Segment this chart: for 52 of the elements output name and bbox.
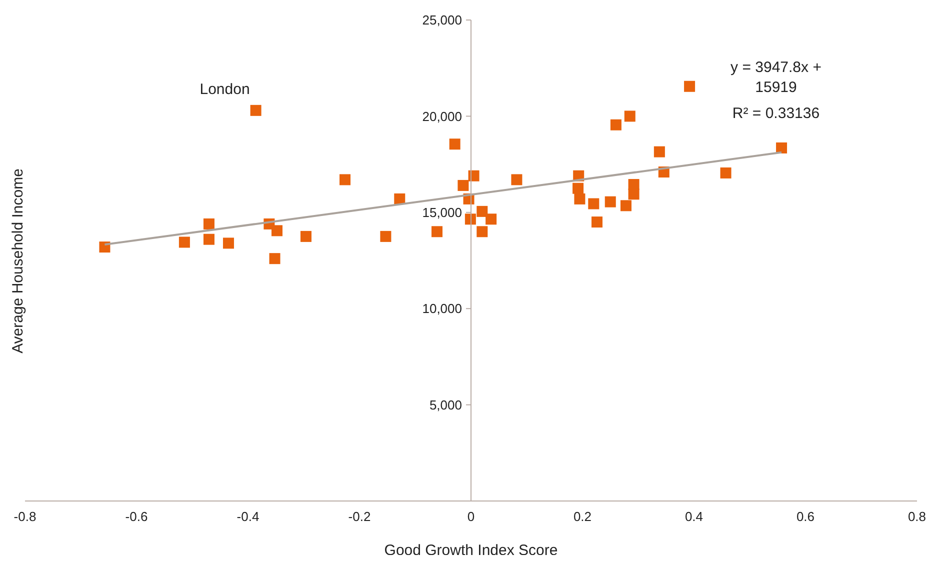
point (604, 196, 616, 208)
point (511, 174, 522, 186)
point (340, 174, 351, 186)
point (449, 138, 460, 150)
point (776, 142, 788, 154)
y-tick-label: 20,000 (422, 108, 462, 124)
point (380, 230, 392, 242)
point (588, 198, 600, 210)
x-tick-label: -0.4 (236, 509, 260, 524)
point (271, 225, 282, 236)
y-tick-label: 5,000 (429, 397, 462, 412)
point (591, 216, 602, 228)
point (222, 238, 234, 249)
point (486, 214, 497, 225)
point (269, 253, 280, 264)
point (300, 230, 312, 242)
y-tick-label: 15,000 (422, 204, 462, 220)
point (250, 104, 262, 116)
annotation: y = 3947.8x + 15919 (730, 58, 822, 98)
x-tick-label: 0 (467, 509, 475, 524)
x-tick-label: 0.2 (573, 509, 592, 524)
annotation: R² = 0.33136 (731, 104, 821, 124)
point (624, 110, 636, 122)
x-tick-label: -0.6 (125, 509, 148, 524)
point (610, 119, 622, 130)
point (203, 218, 214, 230)
point (431, 226, 442, 238)
x-tick-label: 0.6 (796, 509, 815, 524)
x-tick-label: 0.8 (908, 509, 926, 524)
point (620, 200, 632, 212)
x-tick-label: -0.2 (348, 509, 371, 524)
point (574, 193, 586, 204)
x-tick-label: 0.4 (684, 509, 704, 524)
y-axis-title: Average Household Income (10, 168, 26, 353)
point (178, 236, 190, 248)
point (684, 80, 696, 92)
x-axis-title: Good Growth Index Score (384, 542, 558, 559)
point (468, 170, 480, 182)
point (458, 180, 469, 191)
annotation: London (200, 81, 250, 98)
point (628, 188, 640, 200)
point (654, 146, 665, 158)
point (572, 182, 584, 194)
point (464, 214, 476, 225)
point (476, 226, 488, 238)
point (99, 242, 110, 253)
y-tick-label: 10,000 (422, 301, 462, 316)
point (476, 206, 488, 217)
x-tick-label: -0.8 (14, 509, 36, 524)
point (720, 167, 732, 178)
point (203, 234, 214, 245)
y-tick-label: 25,000 (422, 12, 462, 28)
